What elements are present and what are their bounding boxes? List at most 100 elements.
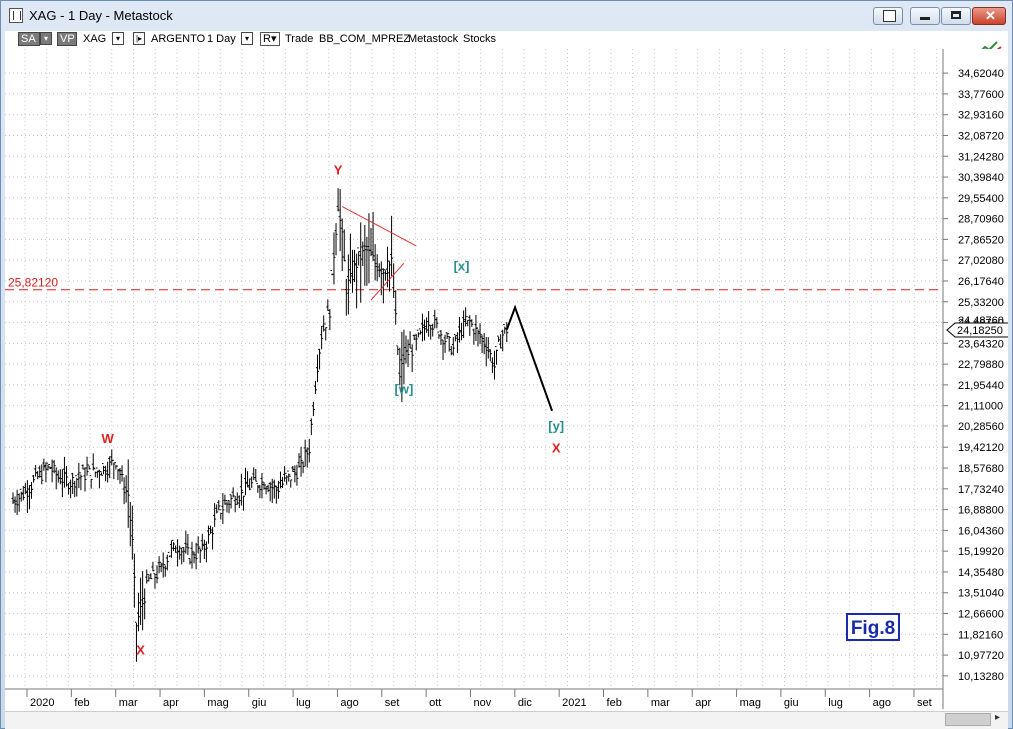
ohlc-bar bbox=[248, 478, 252, 491]
ohlc-bar bbox=[431, 323, 435, 337]
ohlc-bar bbox=[200, 533, 204, 551]
ohlc-bar bbox=[274, 485, 278, 504]
ohlc-bar bbox=[344, 278, 348, 316]
x-tick-label: apr bbox=[163, 697, 179, 709]
wave-label: [y] bbox=[548, 419, 564, 434]
ohlc-bar bbox=[429, 324, 433, 340]
chart-canvas[interactable]: 34,62040 33,77600 32,93160 32,08720 31,24280… bbox=[5, 49, 1010, 711]
y-tick-label: 15,19920 bbox=[958, 546, 1004, 558]
ohlc-bar bbox=[478, 323, 482, 345]
ohlc-bar bbox=[313, 380, 317, 394]
vp-button[interactable]: VP bbox=[57, 32, 77, 46]
ohlc-bar bbox=[21, 486, 25, 501]
ohlc-bar bbox=[408, 331, 412, 349]
symbol-label[interactable]: XAG bbox=[83, 33, 107, 45]
y-tick-label: 28,70960 bbox=[958, 214, 1004, 226]
ohlc-bar bbox=[174, 545, 178, 553]
scrollbar-thumb[interactable] bbox=[945, 713, 991, 726]
scroll-right-icon[interactable]: ▸ bbox=[995, 712, 1001, 723]
wave-label: X bbox=[552, 441, 561, 456]
trade-label[interactable]: Trade bbox=[285, 33, 314, 45]
ohlc-bar bbox=[32, 474, 36, 483]
y-tick-label: 17,73240 bbox=[958, 484, 1004, 496]
ohlc-bar bbox=[50, 459, 54, 483]
ohlc-bar bbox=[116, 465, 120, 481]
x-tick-label: 2020 bbox=[30, 697, 54, 709]
r-button[interactable]: R▾ bbox=[260, 32, 280, 46]
ohlc-bar bbox=[69, 479, 73, 499]
ohlc-bar bbox=[406, 339, 410, 368]
ohlc-bar bbox=[147, 573, 151, 582]
ohlc-bar bbox=[225, 499, 229, 513]
title-bar[interactable]: XAG - 1 Day - Metastock ✕ bbox=[1, 1, 1012, 31]
wave-label: X bbox=[136, 643, 145, 658]
app-icon[interactable] bbox=[9, 8, 23, 23]
ohlc-bar bbox=[23, 482, 27, 495]
ohlc-bar bbox=[122, 477, 126, 505]
ohlc-bar bbox=[34, 464, 38, 477]
ohlc-bar bbox=[472, 328, 476, 345]
y-tick-label: 11,82160 bbox=[958, 629, 1003, 641]
ohlc-bar bbox=[482, 332, 486, 355]
maximize-button[interactable] bbox=[941, 7, 971, 25]
x-tick-label: dic bbox=[518, 697, 533, 709]
account-label: BB_COM_MPREZ bbox=[319, 33, 411, 45]
y-tick-label: 30,39840 bbox=[958, 172, 1004, 184]
ohlc-bar bbox=[484, 336, 488, 367]
ohlc-bar bbox=[369, 227, 373, 257]
ohlc-bar bbox=[418, 328, 422, 335]
ohlc-bar bbox=[336, 188, 340, 212]
ohlc-bar bbox=[60, 469, 64, 498]
ohlc-bar bbox=[318, 348, 322, 370]
interval-label[interactable]: 1 Day bbox=[207, 33, 236, 45]
ohlc-bar bbox=[67, 482, 71, 495]
ohlc-bar bbox=[353, 249, 357, 283]
ohlc-bar bbox=[289, 475, 293, 488]
ohlc-bar bbox=[196, 536, 200, 554]
ohlc-bar bbox=[342, 229, 346, 262]
ohlc-bar bbox=[151, 561, 155, 572]
projection-line bbox=[505, 304, 554, 412]
interval-dropdown-icon[interactable]: ▾ bbox=[241, 32, 253, 45]
ohlc-bar bbox=[56, 470, 60, 483]
horizontal-scrollbar[interactable]: ▸ bbox=[5, 711, 1008, 729]
symbol-dropdown-icon[interactable]: ▾ bbox=[112, 32, 124, 45]
ohlc-bar bbox=[462, 310, 466, 339]
ohlc-bar bbox=[145, 569, 149, 584]
ohlc-bar bbox=[250, 476, 254, 488]
y-tick-label: 25,33200 bbox=[958, 297, 1004, 309]
x-tick-label: lug bbox=[296, 697, 311, 709]
y-tick-label: 31,24280 bbox=[958, 151, 1004, 163]
minimize-button[interactable] bbox=[910, 7, 940, 25]
restore-layout-button[interactable] bbox=[873, 7, 903, 25]
close-button[interactable]: ✕ bbox=[972, 7, 1006, 25]
ohlc-bar bbox=[394, 290, 398, 325]
price-chart[interactable]: 34,62040 33,77600 32,93160 32,08720 31,24280… bbox=[5, 49, 1010, 711]
figure-label-box: Fig.8 bbox=[846, 613, 900, 641]
x-tick-label: feb bbox=[74, 697, 89, 709]
ohlc-bar bbox=[112, 459, 116, 480]
ohlc-bar bbox=[423, 319, 427, 341]
ohlc-bar bbox=[396, 345, 400, 356]
ohlc-bar bbox=[62, 456, 66, 488]
ohlc-bar bbox=[159, 561, 163, 572]
x-tick-label: nov bbox=[473, 697, 491, 709]
ohlc-bar bbox=[322, 315, 326, 332]
ohlc-bar bbox=[178, 545, 182, 560]
ohlc-bar bbox=[157, 556, 161, 574]
ohlc-bar bbox=[402, 329, 406, 385]
ohlc-bar bbox=[139, 577, 143, 626]
sa-dropdown-icon[interactable]: ▾ bbox=[40, 32, 52, 45]
ohlc-bar bbox=[258, 485, 262, 499]
x-tick-label: set bbox=[385, 697, 400, 709]
ohlc-bar bbox=[270, 478, 274, 504]
ohlc-bar bbox=[326, 299, 330, 312]
wave-label: W bbox=[102, 431, 115, 446]
ohlc-bar bbox=[91, 453, 95, 471]
ohlc-bar bbox=[363, 224, 367, 286]
sa-button[interactable]: SA bbox=[18, 32, 40, 46]
ohlc-bar bbox=[128, 502, 132, 547]
indicator-toggle-icon[interactable]: |▸ bbox=[133, 32, 145, 45]
ohlc-bar bbox=[227, 500, 231, 514]
